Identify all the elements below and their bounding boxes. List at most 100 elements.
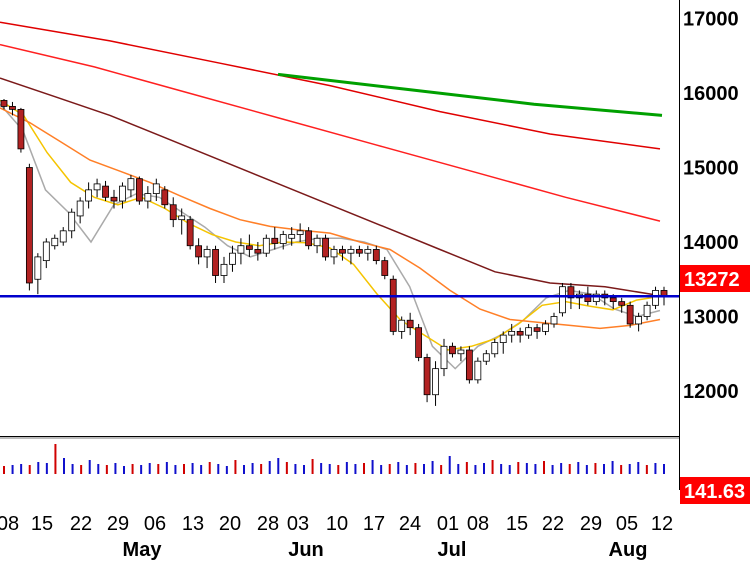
candle-body-up [279,234,287,244]
candle-body-down [271,237,279,244]
candle-body-up [93,183,101,191]
candle-body-down [245,245,253,250]
moving-averages [0,21,663,370]
volume-tag-background [680,477,750,504]
candle [347,245,355,265]
candle [423,353,431,403]
candle-body-down [135,178,143,202]
moving-average-line [0,107,661,330]
x-tick-label: 08 [0,513,19,535]
candle [550,312,558,328]
candle-body-down [0,100,8,107]
x-tick-label: 29 [107,513,129,535]
candle [254,242,262,261]
candle [144,186,152,209]
candle-body-down [626,304,634,325]
candle-body-down [110,196,118,202]
x-tick-label: 15 [31,513,53,535]
x-tick-label: 17 [363,513,385,535]
price-panel [0,0,680,490]
candle-body-down [389,278,397,332]
candle-body-up [119,185,126,202]
candle [592,290,600,306]
candle-body-up [474,360,482,381]
candle-body-up [550,316,558,325]
candle [355,245,363,257]
candle [305,227,313,250]
x-tick-label: 15 [506,513,528,535]
candle-body-down [465,349,473,381]
candle [212,245,219,283]
candle [288,227,296,246]
y-tick-label: 12000 [683,381,739,403]
candle-body-down [322,237,329,258]
candle [271,227,279,250]
candle [51,234,59,250]
last-price-tag: 13272 [680,265,750,292]
x-tick-label: 20 [219,513,241,535]
candle [389,275,397,336]
candle-body-down [169,204,177,221]
candle [279,230,287,250]
candle-body-up [559,286,566,314]
candle [432,361,439,406]
y-tick-label: 13000 [683,307,739,329]
x-tick-label: 10 [326,513,348,535]
candle-body-down [355,249,363,254]
candle-body-up [34,256,42,280]
x-tick-label: 13 [182,513,204,535]
candle-body-up [296,230,304,235]
moving-average-line [0,77,661,297]
moving-average-line [0,99,661,351]
candle-body-up [237,245,245,254]
candle-body-up [499,334,507,343]
candle-body-up [152,183,160,194]
candle [499,331,507,354]
candle-body-up [398,319,406,332]
candle [152,178,160,202]
candle-body-up [457,349,465,355]
candle-body-up [144,193,152,202]
candle-body-down [415,327,423,358]
candle-body-down [9,106,16,110]
candle-body-down [339,249,346,254]
candle-body-up [68,211,76,232]
candle-body-down [423,357,431,396]
candle-body-down [186,219,194,247]
candle [93,178,101,198]
y-tick-label: 16000 [683,83,739,105]
candle [618,297,626,313]
candle [161,186,169,209]
candle [110,189,118,209]
candle [322,234,329,261]
price-panel-background [0,0,679,436]
candle [127,174,135,198]
x-tick-label: 22 [542,513,564,535]
candle-body-up [491,342,499,355]
candle [195,238,203,265]
x-month-label: Jun [288,539,324,561]
x-month-label: Aug [609,539,648,561]
candle-body-down [161,189,169,206]
candle [415,323,423,362]
candle-body-down [17,108,25,150]
candle [559,282,566,317]
candle-body-down [254,249,262,254]
x-month-label: May [123,539,163,561]
candle [364,245,372,261]
candle [398,316,406,339]
candle [296,223,304,242]
candle [339,245,346,261]
candle [9,101,16,116]
candle-body-up [288,234,296,239]
candle-body-up [347,249,355,254]
candle [313,234,321,254]
candle [237,238,245,265]
candle [465,346,473,384]
volume-bars [3,444,665,474]
candle [178,208,186,235]
candle-body-down [25,167,33,284]
x-tick-label: 05 [616,513,638,535]
candle [330,245,338,265]
